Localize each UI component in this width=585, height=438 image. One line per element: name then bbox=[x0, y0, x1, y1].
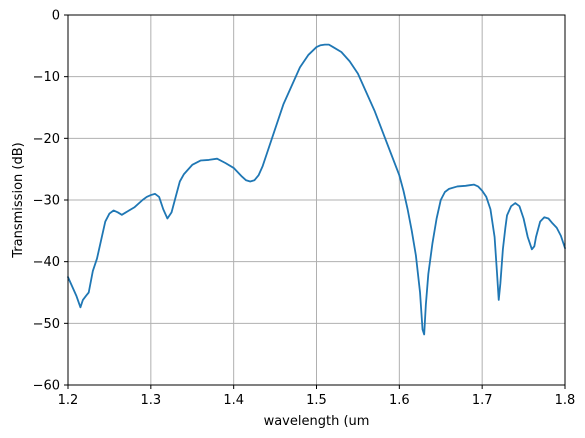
y-tick-label: −20 bbox=[33, 132, 60, 147]
x-tick-label: 1.7 bbox=[472, 393, 493, 408]
y-tick-label: −60 bbox=[33, 379, 60, 394]
y-tick-label: −30 bbox=[33, 194, 60, 209]
x-tick-label: 1.4 bbox=[223, 393, 244, 408]
y-tick-label: −50 bbox=[33, 317, 60, 332]
x-tick-label: 1.2 bbox=[58, 393, 79, 408]
y-axis-ticks: 0 −10 −20 −30 −40 −50 −60 bbox=[33, 9, 68, 394]
transmission-series-line bbox=[67, 43, 566, 336]
x-axis-label: wavelength (um bbox=[264, 414, 370, 429]
x-tick-label: 1.6 bbox=[389, 393, 410, 408]
x-tick-label: 1.8 bbox=[555, 393, 576, 408]
y-tick-label: −40 bbox=[33, 255, 60, 270]
y-tick-label: 0 bbox=[52, 9, 60, 24]
y-tick-label: −10 bbox=[33, 70, 60, 85]
y-axis-label: Transmission (dB) bbox=[11, 142, 26, 258]
x-axis-ticks: 1.2 1.3 1.4 1.5 1.6 1.7 1.8 bbox=[58, 385, 576, 408]
x-tick-label: 1.5 bbox=[306, 393, 327, 408]
x-tick-label: 1.3 bbox=[140, 393, 161, 408]
